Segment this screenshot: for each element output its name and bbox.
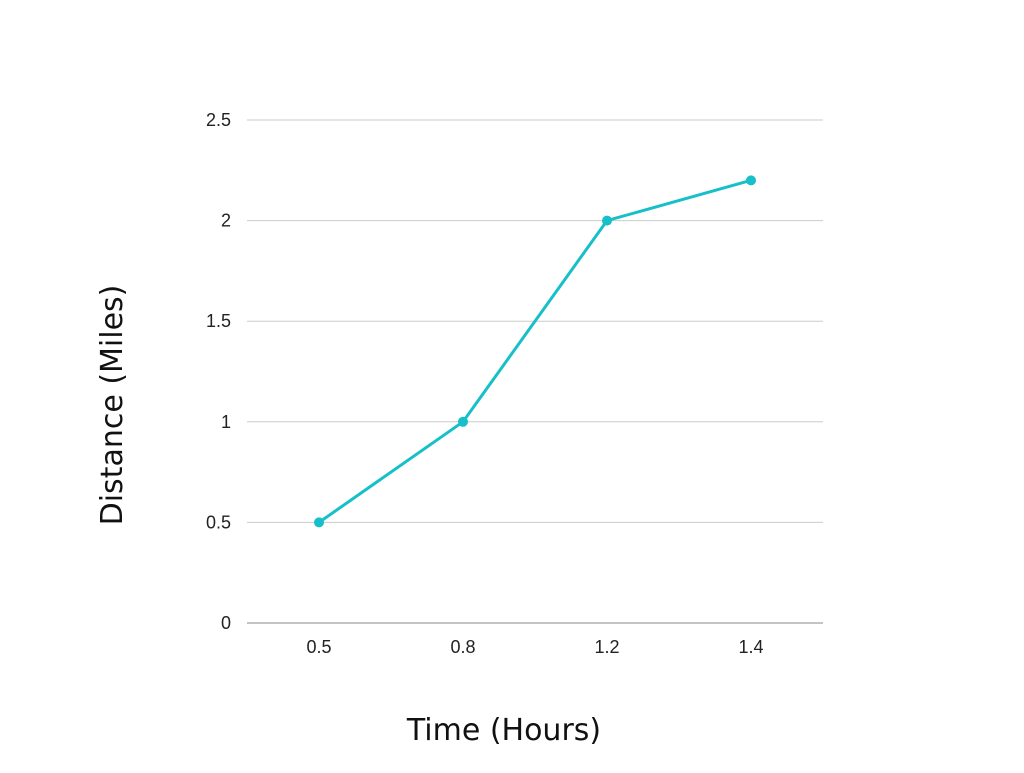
y-tick-label: 0: [221, 613, 231, 633]
y-tick-label: 2: [221, 211, 231, 231]
y-tick-label: 1.5: [206, 311, 231, 331]
y-tick-label: 2.5: [206, 110, 231, 130]
x-axis-ticks: 0.5 0.8 1.2 1.4: [306, 637, 763, 657]
series-line: [318, 178, 752, 524]
y-axis-ticks: 0 0.5 1 1.5 2 2.5: [206, 110, 231, 633]
x-tick-label: 0.5: [306, 637, 331, 657]
series-layer: [314, 175, 756, 528]
x-tick-label: 0.8: [450, 637, 475, 657]
data-point: [746, 175, 756, 186]
y-tick-label: 1: [221, 412, 231, 432]
y-axis-title: Distance (Miles): [95, 285, 130, 526]
data-point: [602, 215, 612, 226]
x-tick-label: 1.2: [594, 637, 619, 657]
data-point: [314, 517, 324, 528]
data-point: [458, 416, 468, 427]
y-tick-label: 0.5: [206, 512, 231, 532]
x-tick-label: 1.4: [738, 637, 763, 657]
x-axis-title: Time (Hours): [406, 713, 601, 748]
gridlines: [247, 119, 823, 624]
